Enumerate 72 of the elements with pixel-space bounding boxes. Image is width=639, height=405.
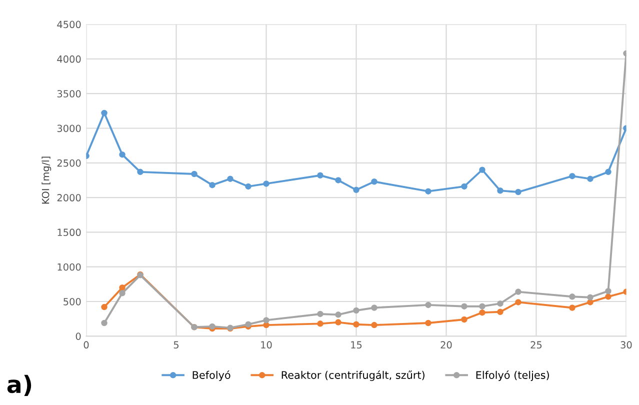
point	[497, 308, 504, 316]
point	[119, 151, 126, 158]
point	[587, 176, 594, 182]
y-tick-label: 3500	[57, 90, 81, 98]
legend-label: Reaktor (centrifugált, szűrt)	[282, 370, 424, 381]
point	[209, 182, 216, 188]
x-tick-label: 10	[261, 341, 272, 349]
point	[335, 319, 342, 326]
point	[353, 321, 360, 328]
point	[335, 177, 342, 184]
x-tick-label: 20	[440, 341, 452, 349]
y-tick-label: 4500	[57, 20, 81, 28]
point	[479, 166, 486, 173]
point	[515, 188, 522, 196]
point	[587, 294, 594, 300]
point	[605, 294, 612, 300]
point	[245, 321, 252, 328]
point	[371, 322, 378, 328]
point	[263, 317, 270, 324]
legend-label: Befolyó	[192, 370, 230, 381]
point	[335, 312, 342, 318]
point	[245, 183, 252, 190]
y-tick-label: 2000	[57, 194, 81, 202]
point	[371, 304, 378, 311]
point	[605, 288, 612, 294]
y-axis-title: KOI [mg/l]	[42, 156, 52, 204]
point	[101, 304, 108, 310]
point	[425, 302, 432, 308]
legend-label: Elfolyó (teljes)	[476, 370, 549, 381]
point	[569, 294, 576, 300]
point	[137, 168, 144, 176]
point	[497, 187, 504, 194]
x-tick-label: 30	[620, 341, 632, 349]
y-tick-label: 1000	[58, 263, 81, 271]
point	[353, 307, 360, 314]
y-tick-label: 4000	[57, 55, 81, 63]
point	[479, 303, 486, 310]
point	[191, 170, 198, 178]
point	[515, 288, 522, 295]
point	[605, 168, 612, 176]
y-tick-label: 3000	[57, 124, 81, 132]
y-tick-label: 500	[64, 298, 81, 306]
point	[497, 300, 504, 307]
x-tick-label: 25	[530, 341, 542, 349]
point	[479, 309, 486, 316]
point	[101, 110, 108, 116]
point	[515, 299, 522, 306]
point	[317, 172, 324, 178]
point	[425, 188, 432, 194]
point	[461, 316, 468, 323]
text: a)	[7, 374, 32, 396]
point	[461, 303, 468, 310]
point	[317, 320, 324, 327]
point	[263, 322, 270, 328]
point	[119, 290, 126, 296]
point	[263, 180, 270, 187]
point	[317, 310, 324, 318]
point	[371, 178, 378, 185]
y-tick-label: 2500	[57, 159, 81, 167]
point	[353, 186, 360, 194]
x-tick-label: 15	[351, 341, 362, 349]
point	[425, 320, 432, 326]
point	[569, 304, 576, 311]
x-tick-label: 5	[174, 341, 178, 349]
point	[569, 172, 576, 180]
x-tick-label: 0	[84, 341, 89, 349]
point	[119, 284, 126, 291]
y-tick-label: 0	[76, 332, 81, 340]
point	[101, 320, 108, 326]
point	[461, 183, 468, 190]
point	[227, 176, 234, 182]
y-tick-label: 1500	[58, 228, 81, 236]
